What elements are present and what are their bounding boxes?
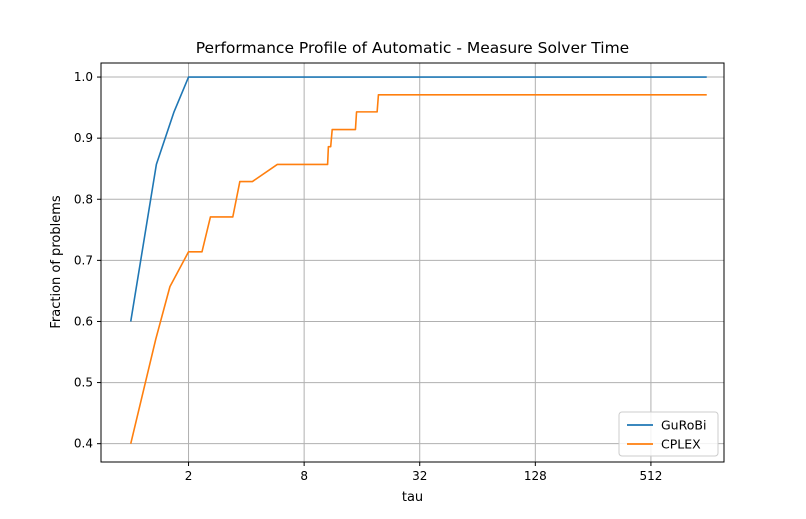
series-layer (129, 76, 707, 444)
y-axis-label: Fraction of problems (49, 195, 64, 328)
y-tick-label: 0.4 (74, 437, 93, 451)
x-tick-label: 8 (300, 469, 308, 483)
chart-title: Performance Profile of Automatic - Measu… (196, 39, 629, 57)
y-tick-label: 0.8 (74, 192, 93, 206)
plot-frame (100, 62, 725, 463)
x-tick-label: 32 (412, 469, 427, 483)
y-tick-label: 0.6 (74, 314, 93, 328)
x-tick-label: 2 (185, 469, 193, 483)
y-tick-label: 1.0 (74, 70, 93, 84)
tick-layer: 2 8 32 128 512 0.4 0.5 0.6 0.7 0.8 0.9 1.0 (74, 70, 662, 483)
grid-layer (101, 63, 724, 462)
series-line-gurobi (129, 76, 707, 322)
x-tick-label: 512 (639, 469, 662, 483)
x-tick-label: 128 (524, 469, 547, 483)
legend-label-gurobi: GuRoBi (661, 418, 706, 433)
legend-label-cplex: CPLEX (661, 437, 701, 452)
legend-box (618, 411, 719, 457)
x-axis-label: tau (402, 490, 423, 505)
series-line-cplex (129, 93, 707, 444)
legend: GuRoBi CPLEX (618, 411, 719, 457)
y-tick-label: 0.5 (74, 376, 93, 390)
y-tick-label: 0.9 (74, 131, 93, 145)
y-tick-label: 0.7 (74, 253, 93, 267)
